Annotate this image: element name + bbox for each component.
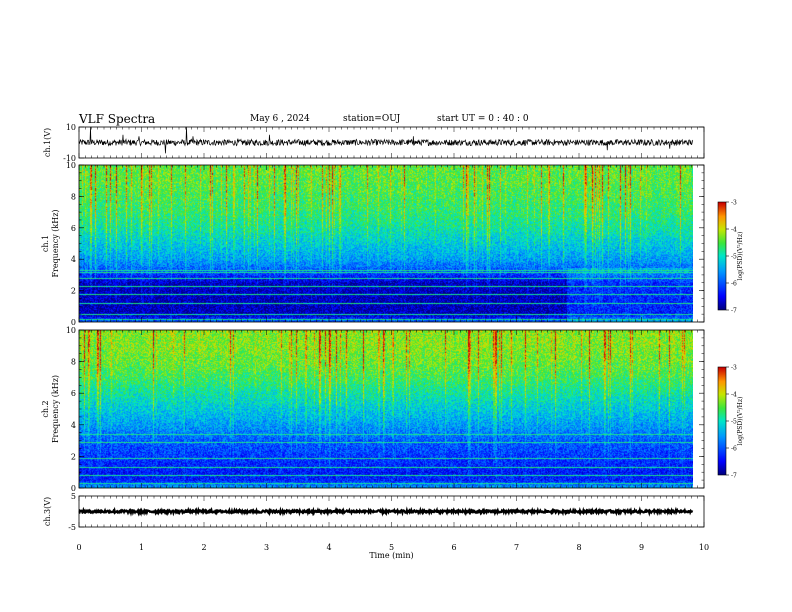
x-axis-label: Time (min) <box>369 551 413 560</box>
waveform-ch1-ytick-label: -10 <box>63 154 76 163</box>
spectrogram-ch2-ytick-label: 8 <box>71 358 76 367</box>
spectrogram-ch1-colorbar-tick-label: -6 <box>731 281 737 288</box>
spectrogram-ch2-raster <box>79 330 693 488</box>
waveform-ch3-ytick-label: -5 <box>68 523 76 532</box>
spectrogram-ch1-colorbar-tick-label: -5 <box>731 254 737 261</box>
xtick-label: 8 <box>576 543 581 552</box>
spectrogram-ch2-colorbar-tick-label: -3 <box>731 365 737 372</box>
waveform-ch1-trace <box>78 126 694 154</box>
spectrogram-ch1-ytick-label: 0 <box>71 318 76 327</box>
spectrogram-ch2-ytick-label: 6 <box>71 389 76 398</box>
xtick-label: 9 <box>639 543 644 552</box>
spectrogram-ch1-ylabel: ch.1 <box>41 235 50 252</box>
spectrogram-ch1-ytick-label: 6 <box>71 224 76 233</box>
spectrogram-ch2-ylabel: ch.2 <box>41 400 50 417</box>
spectrogram-ch2-ytick-label: 10 <box>66 326 76 335</box>
spectrogram-ch1-ytick-label: 2 <box>71 287 76 296</box>
spectrogram-ch1-colorbar <box>718 202 726 310</box>
xtick-label: 0 <box>76 543 81 552</box>
spectrogram-ch2-colorbar-tick-label: -6 <box>731 446 737 453</box>
xtick-label: 6 <box>451 543 456 552</box>
xtick-label: 5 <box>389 543 394 552</box>
waveform-ch3-ytick-label: 5 <box>71 492 76 501</box>
xtick-label: 1 <box>139 543 144 552</box>
spectrogram-ch1-ylabel: Frequency (kHz) <box>51 209 60 277</box>
spectrogram-ch2-ytick-label: 2 <box>71 452 76 461</box>
spectrogram-ch2-colorbar-tick-label: -5 <box>731 419 737 426</box>
start-ut-label: start UT = 0 : 40 : 0 <box>437 114 529 124</box>
date-label: May 6 , 2024 <box>250 114 310 124</box>
xtick-label: 3 <box>264 543 269 552</box>
spectrogram-ch1-ytick-label: 4 <box>71 255 76 264</box>
xtick-label: 10 <box>699 543 709 552</box>
spectrogram-ch1-ytick-label: 10 <box>66 161 76 170</box>
spectrogram-ch2-colorbar <box>718 367 726 475</box>
spectrogram-ch1-colorbar-tick-label: -4 <box>731 227 737 234</box>
spectrogram-ch2-ytick-label: 4 <box>71 421 76 430</box>
spectrogram-ch2-colorbar-label: log(PSD)(V²/Hz) <box>737 397 744 446</box>
spectrogram-ch2-ytick-label: 0 <box>71 484 76 493</box>
spectrogram-ch2-colorbar-tick-label: -7 <box>731 473 737 480</box>
station-label: station=OUJ <box>343 114 401 124</box>
waveform-ch1-ytick-label: 10 <box>66 123 76 132</box>
waveform-ch3-ylabel: ch.3(V) <box>43 497 52 526</box>
xtick-label: 4 <box>326 543 331 552</box>
waveform-ch1-ylabel: ch.1(V) <box>43 128 52 157</box>
spectrogram-ch1-colorbar-label: log(PSD)(V²/Hz) <box>737 232 744 281</box>
spectrogram-ch1-colorbar-tick-label: -7 <box>731 308 737 315</box>
xtick-label: 2 <box>201 543 206 552</box>
spectrogram-ch1-ytick-label: 8 <box>71 192 76 201</box>
spectrogram-ch1-colorbar-tick-label: -3 <box>731 200 737 207</box>
spectrogram-ch1-raster <box>79 165 693 322</box>
xtick-label: 7 <box>514 543 519 552</box>
waveform-ch3-trace <box>78 506 694 517</box>
figure-title: VLF Spectra <box>79 112 156 126</box>
spectrogram-ch2-ylabel: Frequency (kHz) <box>51 375 60 443</box>
spectrogram-ch2-colorbar-tick-label: -4 <box>731 392 737 399</box>
